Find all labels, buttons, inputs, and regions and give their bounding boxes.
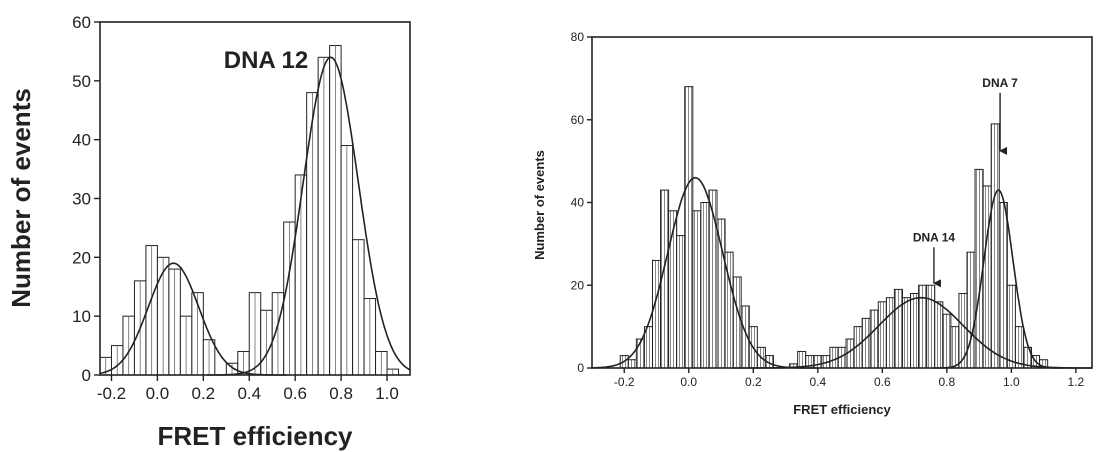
y-tick-label: 0 xyxy=(577,361,584,375)
x-tick-label: -0.2 xyxy=(97,384,126,403)
bar-24 xyxy=(813,355,823,369)
x-tick-label: -0.2 xyxy=(614,375,635,389)
bar-39 xyxy=(934,301,944,369)
bar-33 xyxy=(885,297,895,369)
annotations: DNA 14 DNA 7 xyxy=(913,76,1018,288)
bar-49 xyxy=(1014,326,1024,369)
x-tick-label: 0.2 xyxy=(745,375,762,389)
y-ticks: 0 10 20 30 40 50 60 xyxy=(72,13,100,385)
bar-4 xyxy=(651,259,662,369)
x-tick-label: 0.6 xyxy=(874,375,891,389)
x-tick-label: 0.8 xyxy=(938,375,955,389)
x-tick-label: 1.2 xyxy=(1068,375,1085,389)
fit-curve-0 xyxy=(592,176,819,369)
bars xyxy=(99,45,400,376)
bar-9 xyxy=(692,210,702,369)
bar-14 xyxy=(732,276,742,369)
bar-11 xyxy=(708,189,718,369)
bar-7 xyxy=(676,235,686,369)
bar-10 xyxy=(700,202,710,369)
bar-35 xyxy=(901,297,912,369)
bar-1 xyxy=(627,359,637,369)
histogram-dna-14-dna-7: -0.2 0.0 0.2 0.4 0.6 0.8 1.0 1.2 0 20 40 60 80 FRET… xyxy=(532,30,1093,417)
bar-36 xyxy=(910,293,920,369)
x-ticks: -0.2 0.0 0.2 0.4 0.6 0.8 1.0 1.2 xyxy=(614,368,1085,389)
x-tick-label: 1.0 xyxy=(375,384,399,403)
y-axis-label: Number of events xyxy=(532,150,547,260)
histogram-dna-12: -0.2 0.0 0.2 0.4 0.6 0.8 1.0 0 10 20 30 40 50 60 FRE… xyxy=(6,13,411,451)
x-tick-label: 0.4 xyxy=(237,384,261,403)
annotation-dna-14: DNA 14 xyxy=(913,230,956,244)
annotation-dna-12: DNA 12 xyxy=(224,47,308,74)
y-tick-label: 40 xyxy=(571,196,585,210)
y-tick-label: 60 xyxy=(72,13,91,32)
y-tick-label: 10 xyxy=(72,307,91,326)
bar-34 xyxy=(893,288,903,369)
y-tick-label: 40 xyxy=(72,131,91,150)
bar-41 xyxy=(950,326,960,369)
y-tick-label: 80 xyxy=(571,30,585,44)
bars xyxy=(619,86,1049,369)
x-ticks: -0.2 0.0 0.2 0.4 0.6 0.8 1.0 xyxy=(97,375,399,403)
bar-38 xyxy=(926,284,936,369)
fit-curve-2 xyxy=(933,189,1064,369)
y-tick-label: 0 xyxy=(82,366,91,385)
y-ticks: 0 20 40 60 80 xyxy=(571,30,592,375)
bar-30 xyxy=(861,317,871,369)
x-tick-label: 0.2 xyxy=(192,384,216,403)
bar-31 xyxy=(869,309,879,369)
bar-26 xyxy=(829,346,839,369)
annotation-dna-7: DNA 7 xyxy=(982,76,1018,90)
bar-47 xyxy=(998,202,1008,369)
y-tick-label: 30 xyxy=(72,190,91,209)
y-tick-label: 60 xyxy=(571,113,585,127)
bar-12 xyxy=(716,218,726,369)
bar-42 xyxy=(958,293,968,369)
bar-8 xyxy=(684,86,694,369)
y-tick-label: 20 xyxy=(571,278,585,292)
x-tick-label: 0.6 xyxy=(283,384,307,403)
y-tick-label: 20 xyxy=(72,248,91,267)
bar-32 xyxy=(877,301,887,369)
x-axis-label: FRET efficiency xyxy=(793,402,891,417)
bar-43 xyxy=(966,251,976,369)
fit-curve-1 xyxy=(206,56,411,376)
x-tick-label: 0.0 xyxy=(146,384,170,403)
x-axis-label: FRET efficiency xyxy=(157,421,353,451)
x-tick-label: 0.8 xyxy=(329,384,353,403)
x-tick-label: 0.0 xyxy=(680,375,697,389)
bar-22 xyxy=(797,350,807,369)
bar-46 xyxy=(990,123,1000,369)
y-axis-label: Number of events xyxy=(6,88,36,308)
bar-40 xyxy=(942,313,952,369)
bar-48 xyxy=(1006,284,1016,369)
x-tick-label: 1.0 xyxy=(1003,375,1020,389)
x-tick-label: 0.4 xyxy=(809,375,826,389)
y-tick-label: 50 xyxy=(72,72,91,91)
